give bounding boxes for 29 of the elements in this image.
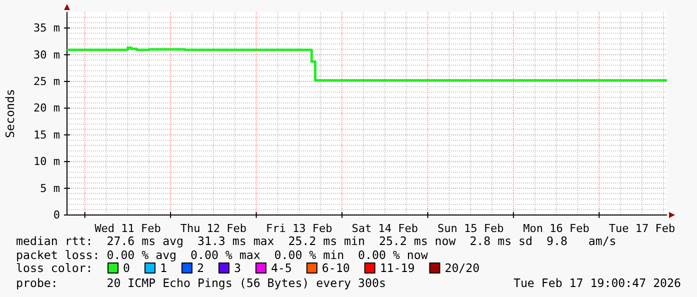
y-tick-label: 5 m	[40, 182, 60, 195]
legend-label: 6-10	[322, 261, 350, 275]
legend-label: 2	[196, 261, 204, 275]
y-tick-label: 35 m	[34, 22, 60, 35]
y-tick-label: 25 m	[34, 74, 60, 88]
legend-label: 11-19	[380, 261, 415, 275]
legend-label: 20/20	[444, 261, 480, 275]
x-tick-label: Sat 14 Feb	[352, 222, 418, 235]
legend-title: loss color:	[16, 261, 93, 275]
legend-label: 3	[234, 261, 241, 275]
y-tick-label: 10 m	[34, 155, 60, 168]
x-tick-label: Fri 13 Feb	[266, 222, 332, 235]
y-tick-label: 0	[53, 208, 60, 222]
text: probe: 20 ICMP Echo Pings (56 Bytes) every 300s	[16, 276, 386, 290]
x-tick-label: Wed 11 Feb	[94, 222, 161, 235]
y-tick-label: 20 m	[34, 102, 60, 115]
text: packet loss: 0.00 % avg 0.00 % max 0.00 % min 0.00 % now	[16, 248, 428, 262]
x-tick-label: Tue 17 Feb	[608, 222, 676, 235]
y-tick-label: 30 m	[34, 48, 60, 62]
y-axis-title: Seconds	[3, 89, 17, 138]
y-tick-label: 15 m	[34, 128, 60, 142]
legend-label: 0	[123, 261, 130, 275]
legend-label: 1	[160, 261, 167, 275]
text: median rtt: 27.6 ms avg 31.3 ms max 25.2 ms min 25.2 ms now 2.8 ms sd 9.8 am/s	[16, 234, 616, 248]
x-tick-label: Sun 15 Feb	[437, 222, 504, 235]
x-tick-label: Thu 12 Feb	[180, 222, 247, 235]
text: Tue Feb 17 19:00:47 2026	[513, 276, 682, 290]
x-tick-label: Mon 16 Feb	[523, 222, 590, 235]
legend-label: 4-5	[270, 261, 292, 275]
